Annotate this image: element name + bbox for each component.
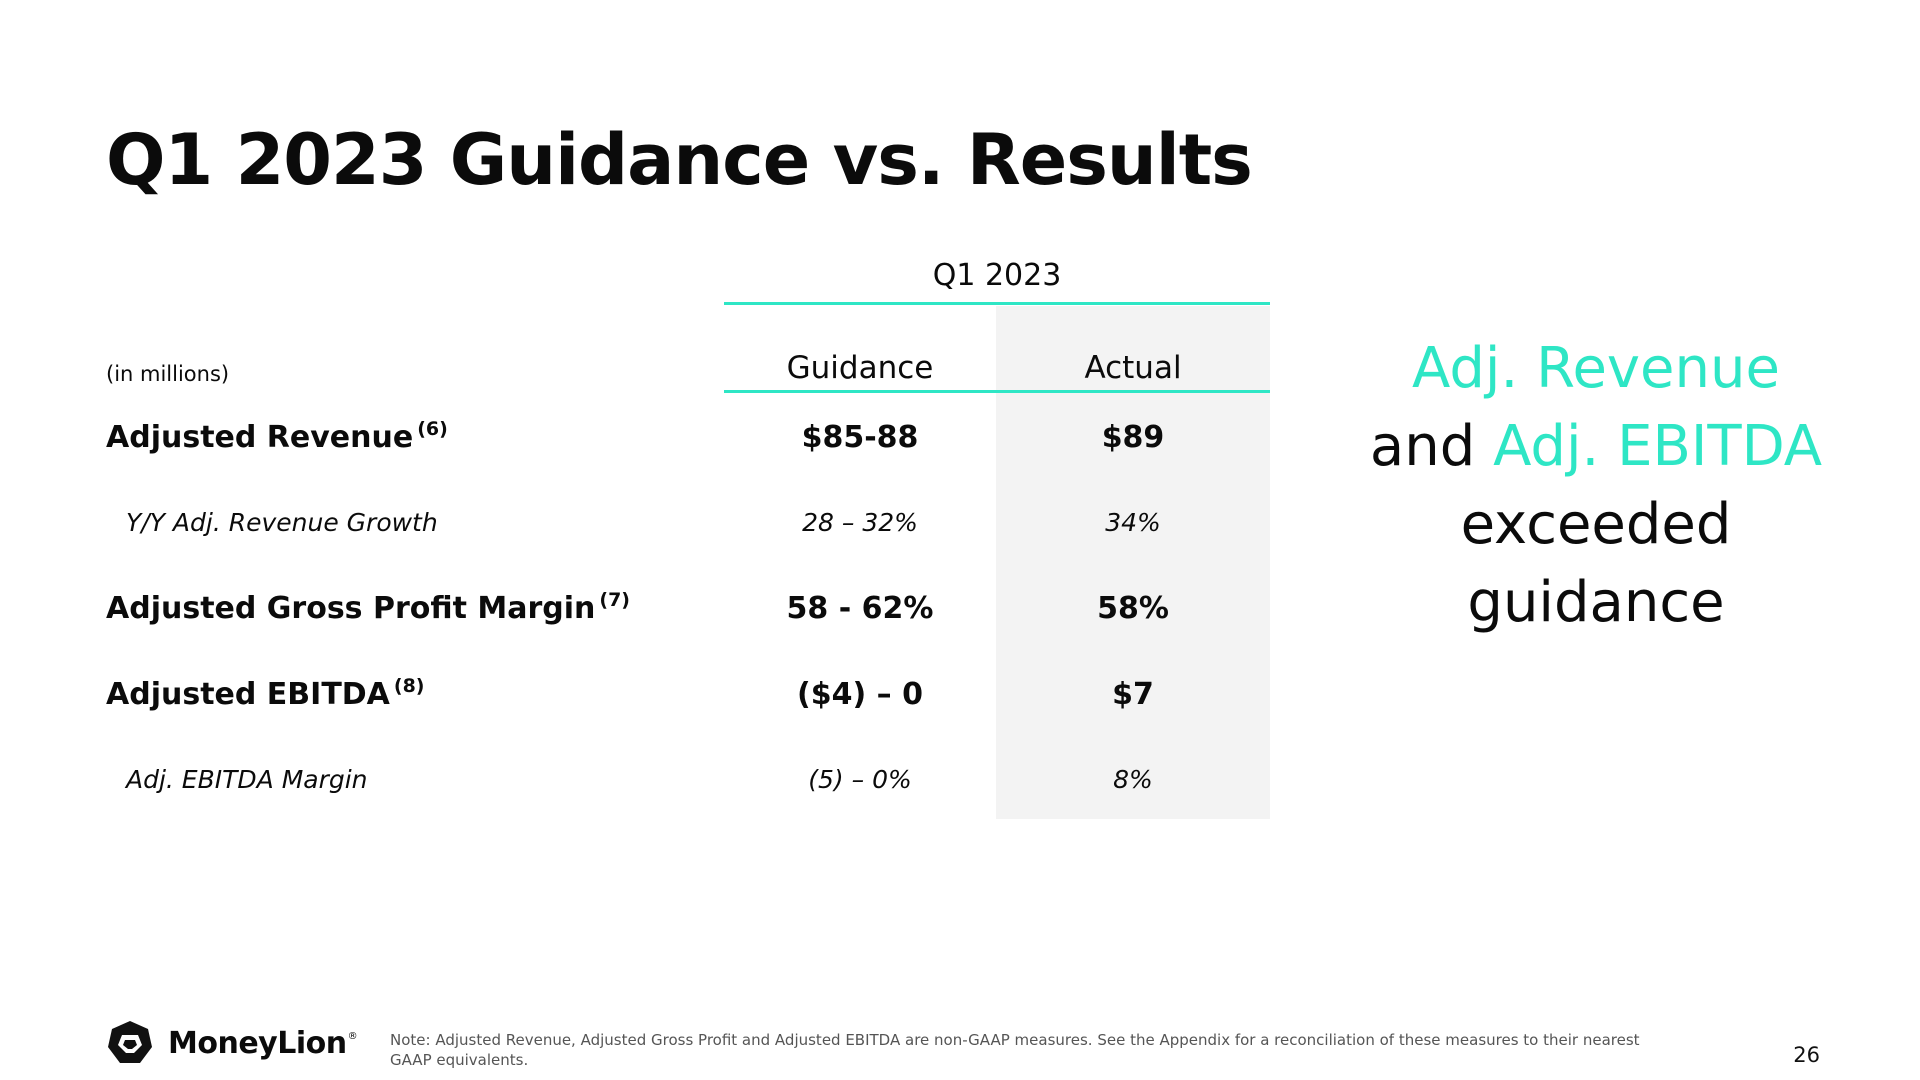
guidance-value: 28 – 32%: [802, 508, 918, 537]
period-header: Q1 2023: [932, 258, 1062, 293]
callout-accent-ebitda: Adj. EBITDA: [1493, 414, 1823, 479]
table-row-adjusted-ebitda: Adjusted EBITDA (8) ($4) – 0 $7: [0, 670, 1280, 720]
row-label: Adjusted Revenue (6): [106, 418, 448, 456]
units-label: (in millions): [106, 362, 230, 386]
actual-value: 58%: [1097, 591, 1169, 626]
footnote-marker: (8): [393, 675, 425, 697]
callout-text: Adj. Revenue and Adj. EBITDA exceeded gu…: [1336, 330, 1856, 642]
table-row-revenue-growth: Y/Y Adj. Revenue Growth 28 – 32% 34%: [0, 498, 1280, 548]
guidance-value: 58 - 62%: [786, 591, 934, 626]
actual-value: 8%: [1113, 765, 1153, 794]
actual-value: $89: [1101, 420, 1165, 455]
actual-column-header: Actual: [1084, 350, 1182, 386]
guidance-value: ($4) – 0: [797, 677, 923, 712]
guidance-value: $85-88: [801, 420, 919, 455]
row-label: Y/Y Adj. Revenue Growth: [126, 508, 438, 537]
row-label: Adjusted Gross Profit Margin (7): [106, 589, 630, 627]
page-number: 26: [1793, 1043, 1820, 1067]
footnote-marker: (6): [417, 418, 448, 440]
footnote-marker: (7): [599, 589, 630, 611]
guidance-value: (5) – 0%: [808, 765, 912, 794]
guidance-column-header: Guidance: [786, 350, 934, 386]
row-label: Adjusted EBITDA (8): [106, 675, 425, 713]
row-label: Adj. EBITDA Margin: [126, 765, 368, 794]
logo-wordmark: MoneyLion®: [168, 1025, 358, 1061]
company-logo: MoneyLion®: [106, 1018, 358, 1068]
slide-title: Q1 2023 Guidance vs. Results: [106, 119, 1253, 201]
footnote-text: Note: Adjusted Revenue, Adjusted Gross P…: [390, 1031, 1640, 1069]
actual-value: 34%: [1105, 508, 1161, 537]
callout-connector: and: [1369, 414, 1494, 479]
lion-icon: [108, 1021, 152, 1063]
table-row-gross-profit-margin: Adjusted Gross Profit Margin (7) 58 - 62%…: [0, 584, 1280, 634]
header-divider: [724, 390, 1270, 393]
callout-line-exceeded: exceeded: [1460, 492, 1732, 557]
callout-line-guidance: guidance: [1467, 570, 1725, 635]
table-row-ebitda-margin: Adj. EBITDA Margin (5) – 0% 8%: [0, 755, 1280, 805]
table-row-adjusted-revenue: Adjusted Revenue (6) $85-88 $89: [0, 413, 1280, 463]
period-divider: [724, 302, 1270, 305]
actual-value: $7: [1112, 677, 1154, 712]
callout-accent-revenue: Adj. Revenue: [1412, 336, 1780, 401]
